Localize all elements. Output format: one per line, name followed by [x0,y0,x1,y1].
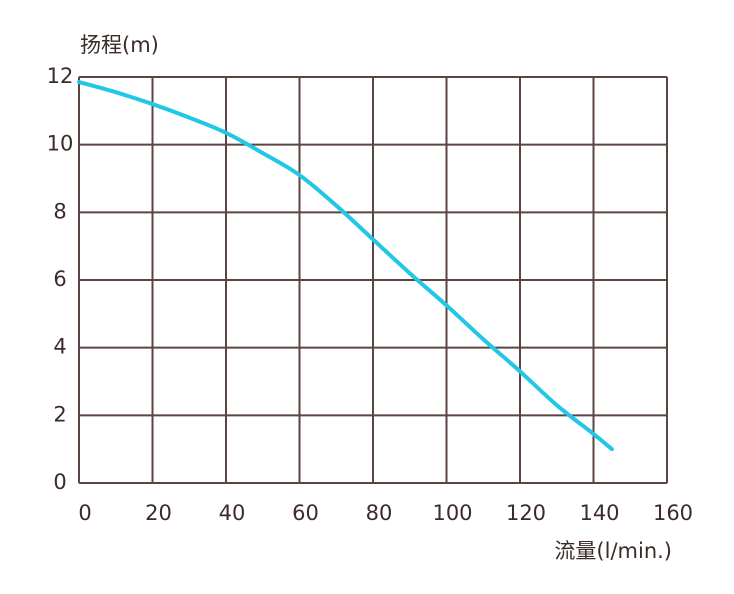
x-tick-label: 80 [366,501,393,525]
y-tick-label: 10 [47,132,74,156]
y-tick-label: 12 [47,64,74,88]
y-axis-title: 扬程(m) [80,33,159,57]
x-tick-label: 140 [579,501,619,525]
y-tick-label: 4 [53,335,66,359]
x-axis-title: 流量(l/min.) [554,539,672,563]
x-tick-label: 60 [292,501,319,525]
x-tick-label: 120 [506,501,546,525]
curve [77,80,614,452]
y-tick-label: 2 [53,402,66,426]
y-tick-label: 6 [53,267,66,291]
y-tick-label: 8 [53,199,66,223]
y-tick-label: 0 [53,470,66,494]
x-tick-label: 20 [145,501,172,525]
x-tick-label: 160 [653,501,693,525]
x-tick-label: 100 [432,501,472,525]
x-tick-label: 40 [219,501,246,525]
x-tick-label: 0 [78,501,91,525]
